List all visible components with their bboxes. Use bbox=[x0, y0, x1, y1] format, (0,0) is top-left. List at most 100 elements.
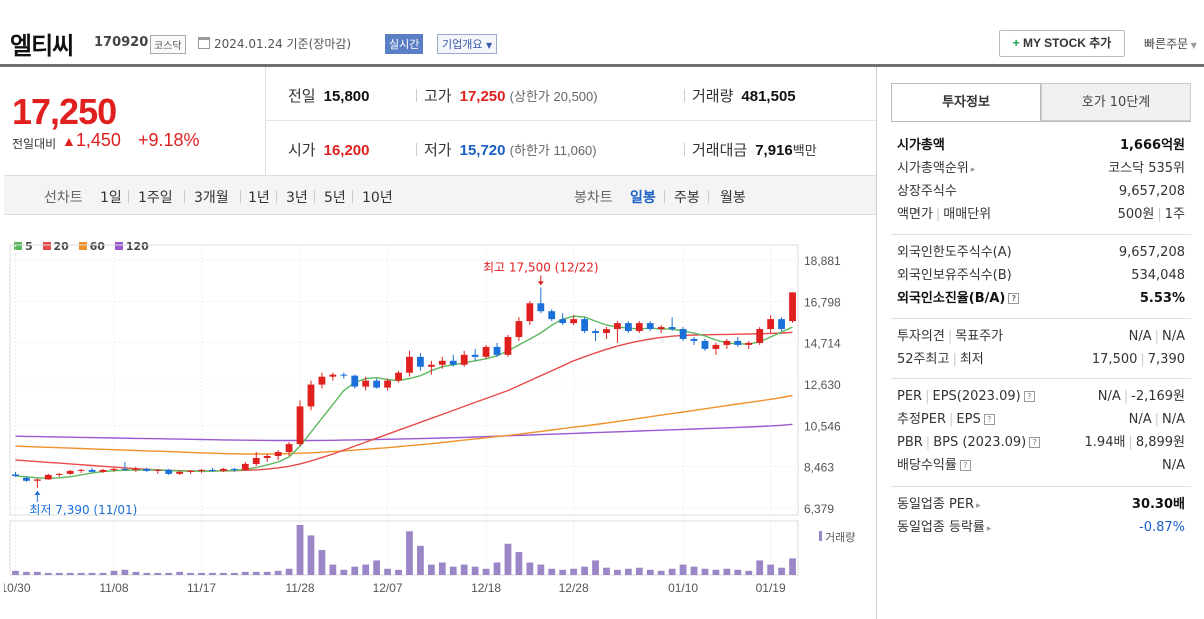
period-3m[interactable]: 3개월 bbox=[194, 190, 229, 206]
candle-body bbox=[99, 469, 107, 472]
info-section: 시가총액 1,666억원 시가총액순위 ▸ 코스닥 535위 상장주식수 9,657,208… bbox=[897, 134, 1185, 226]
candle-body bbox=[77, 469, 85, 471]
info-row: PBR | BPS (2023.09)? 1.94배 | 8,899원 bbox=[897, 431, 1185, 454]
price-stats: 전일 15,800 고가 17,250 (상한가 20,500) 거래량 481,50… bbox=[266, 67, 876, 175]
volume-bar bbox=[55, 572, 63, 575]
change-label: 전일대비 bbox=[12, 137, 57, 151]
change-percent: +9.18% bbox=[138, 130, 200, 150]
control-separator bbox=[314, 190, 315, 203]
help-icon[interactable]: ? bbox=[959, 460, 971, 472]
info-value: 1,666억원 bbox=[1120, 134, 1185, 157]
change-value: ▲1,450 bbox=[62, 130, 121, 151]
value-separator: | bbox=[1123, 389, 1129, 405]
candle-daily[interactable]: 일봉 bbox=[630, 190, 656, 206]
info-key[interactable]: 동일업종 PER ▸ bbox=[897, 493, 981, 518]
volume-bar bbox=[789, 558, 796, 575]
volume-bar bbox=[406, 531, 413, 575]
candle-body bbox=[307, 384, 315, 407]
volume-bar bbox=[701, 568, 709, 575]
info-value: N/A | N/A bbox=[1129, 325, 1185, 348]
candle-body bbox=[767, 319, 775, 330]
period-3y[interactable]: 3년 bbox=[286, 190, 308, 206]
candle-body bbox=[132, 468, 140, 470]
help-icon[interactable]: ? bbox=[1008, 293, 1020, 305]
info-row: 배당수익률? N/A bbox=[897, 454, 1185, 477]
candle-body bbox=[745, 342, 753, 345]
info-key: 투자의견 | 목표주가 bbox=[897, 325, 1003, 348]
volume-bar bbox=[756, 560, 764, 575]
period-1y[interactable]: 1년 bbox=[248, 190, 270, 206]
candle-body bbox=[679, 329, 687, 339]
quick-order-button[interactable]: 빠른주문 ▼ bbox=[1144, 35, 1197, 52]
x-tick-label: 12/18 bbox=[471, 581, 501, 595]
volume-bar bbox=[23, 571, 30, 575]
volume-bar bbox=[318, 550, 326, 575]
period-1d[interactable]: 1일 bbox=[100, 190, 122, 206]
y-tick-label: 12,630 bbox=[804, 378, 841, 392]
period-10y[interactable]: 10년 bbox=[362, 190, 393, 206]
ma120-line bbox=[15, 423, 793, 442]
volume-bar bbox=[767, 564, 775, 575]
volume-bar bbox=[296, 525, 304, 575]
tab-investment-info[interactable]: 투자정보 bbox=[891, 83, 1041, 121]
candle-body bbox=[23, 477, 30, 481]
tab-orderbook-10[interactable]: 호가 10단계 bbox=[1041, 83, 1191, 121]
chart-canvas[interactable]: 18,881 16,798 14,714 12,630 10,546 8,463 6,379… bbox=[4, 215, 876, 619]
stat-prev-label: 전일 bbox=[288, 88, 316, 105]
info-row: 52주최고 | 최저 17,500 | 7,390 bbox=[897, 348, 1185, 371]
info-value-text: 코스닥 535위 bbox=[1108, 161, 1185, 176]
control-separator bbox=[276, 190, 277, 203]
candle-weekly[interactable]: 주봉 bbox=[674, 190, 700, 206]
help-icon[interactable]: ? bbox=[1029, 437, 1041, 449]
company-overview-button[interactable]: 기업개요 ▼ bbox=[437, 34, 498, 54]
info-key[interactable]: 시가총액순위 ▸ bbox=[897, 157, 975, 182]
line-chart-label: 선차트 bbox=[44, 190, 83, 206]
info-value: 9,657,208 bbox=[1119, 241, 1185, 264]
candle-body bbox=[66, 470, 74, 474]
candle-body bbox=[789, 292, 796, 322]
info-row: 동일업종 등락률 ▸ -0.87% bbox=[897, 516, 1185, 539]
volume-legend-swatch bbox=[819, 531, 822, 541]
info-key-text-2: EPS(2023.09) bbox=[932, 389, 1021, 405]
info-key: 외국인보유주식수(B) bbox=[897, 264, 1012, 287]
period-1w[interactable]: 1주일 bbox=[138, 190, 173, 206]
candle-body bbox=[668, 327, 676, 330]
stat-open-label: 시가 bbox=[288, 142, 316, 159]
candle-body bbox=[504, 336, 512, 355]
help-icon[interactable]: ? bbox=[983, 414, 995, 426]
candle-body bbox=[176, 471, 184, 474]
realtime-button[interactable]: 실시간 bbox=[385, 34, 424, 54]
add-mystock-button[interactable]: + MY STOCK 추가 bbox=[999, 30, 1125, 57]
candle-body bbox=[482, 346, 490, 357]
volume-bar bbox=[417, 545, 424, 575]
info-row: 투자의견 | 목표주가 N/A | N/A bbox=[897, 325, 1185, 348]
volume-bar bbox=[723, 568, 731, 575]
info-key: 시가총액 bbox=[897, 134, 945, 157]
ma5-line bbox=[15, 315, 793, 479]
volume-bar bbox=[395, 569, 402, 575]
candle-body bbox=[121, 468, 129, 470]
stock-code: 170920 bbox=[94, 35, 149, 50]
info-key[interactable]: 동일업종 등락률 ▸ bbox=[897, 516, 991, 541]
volume-bar bbox=[230, 572, 238, 575]
info-key-text-2: 매매단위 bbox=[943, 207, 992, 222]
candle-body bbox=[559, 319, 567, 324]
volume-bar bbox=[438, 562, 446, 575]
volume-bar bbox=[460, 564, 468, 575]
help-icon[interactable]: ? bbox=[1023, 391, 1035, 403]
candle-body bbox=[471, 354, 479, 357]
legend-swatch-ma120 bbox=[114, 242, 123, 250]
info-value: 534,048 bbox=[1131, 264, 1185, 287]
info-row: PER | EPS(2023.09)? N/A | -2,169원 bbox=[897, 385, 1185, 408]
volume-bar bbox=[88, 572, 96, 575]
info-row: 동일업종 PER ▸ 30.30배 bbox=[897, 493, 1185, 516]
volume-bar bbox=[77, 572, 85, 575]
candle-body bbox=[33, 479, 41, 481]
candle-monthly[interactable]: 월봉 bbox=[720, 190, 746, 206]
candle-body bbox=[406, 356, 413, 373]
info-value-text: 30.30배 bbox=[1131, 496, 1185, 512]
info-value-text: 1.94배 bbox=[1084, 435, 1126, 451]
period-5y[interactable]: 5년 bbox=[324, 190, 346, 206]
info-value-text: -0.87% bbox=[1139, 519, 1185, 535]
